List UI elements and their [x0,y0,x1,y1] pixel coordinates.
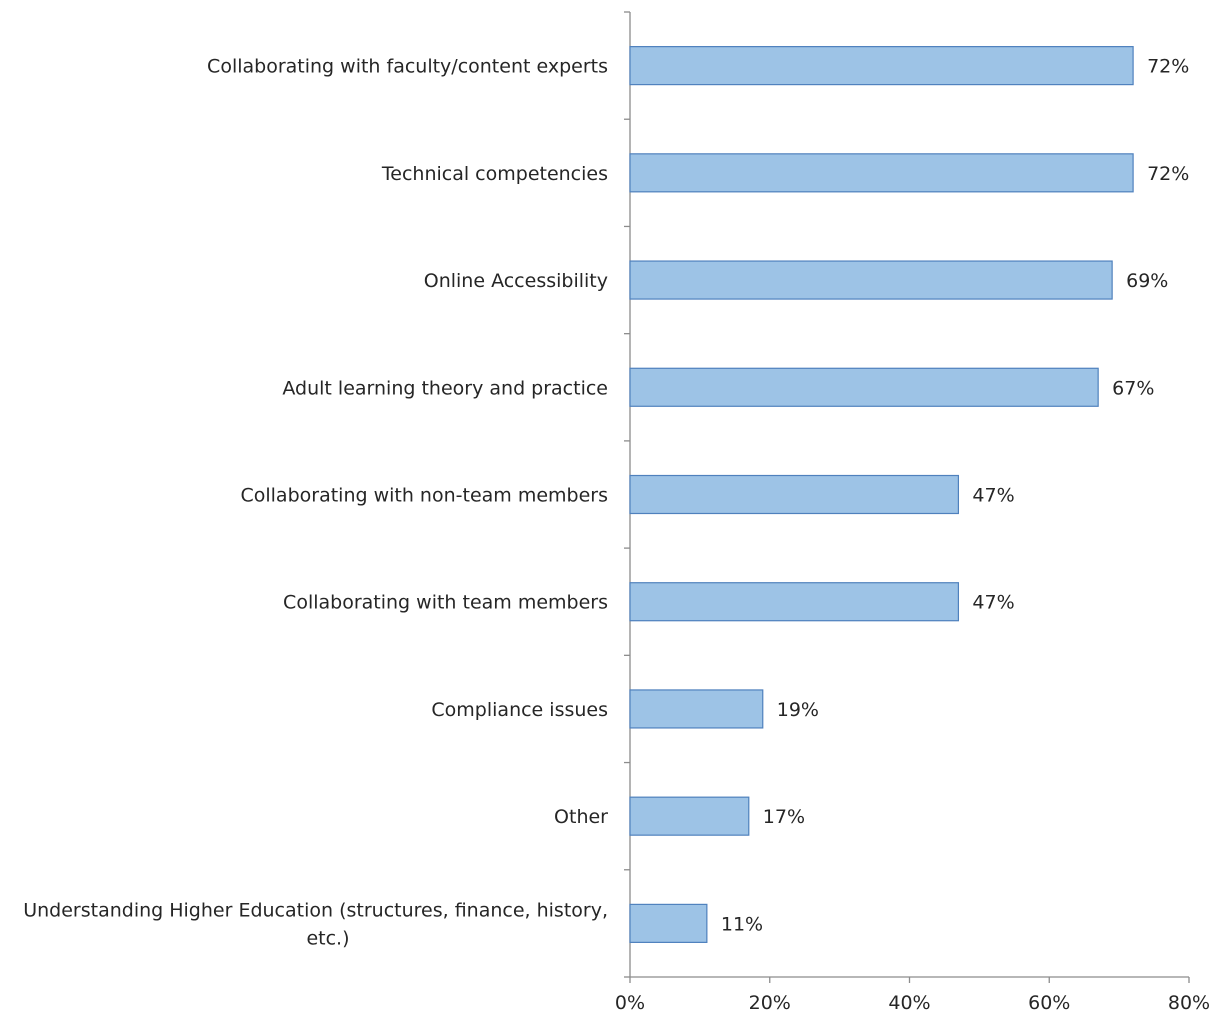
bar [629,367,1099,407]
x-tick-label: 40% [888,992,930,1014]
bar [629,582,960,622]
category-label: Collaborating with non-team members [240,485,608,507]
bar [629,796,750,836]
bar [629,474,960,515]
data-label: 72% [1147,56,1189,78]
data-label: 19% [777,699,819,721]
x-tick-label: 0% [615,992,645,1014]
bar [629,689,764,729]
data-label: 47% [972,592,1014,614]
category-label: Other [554,806,608,828]
bar [629,260,1113,300]
category-label: Understanding Higher Education (structur… [23,899,608,921]
x-tick-label: 60% [1028,992,1070,1014]
data-label: 47% [972,485,1014,507]
category-label: Adult learning theory and practice [282,377,608,399]
data-label: 72% [1147,163,1189,185]
bar [629,46,1134,86]
category-label: Collaborating with faculty/content exper… [207,56,608,78]
category-label: Compliance issues [431,699,608,721]
data-label: 17% [763,806,805,828]
category-label: etc.) [306,927,349,949]
x-tick-label: 20% [749,992,791,1014]
data-label: 11% [721,913,763,935]
category-label: Collaborating with team members [283,592,608,614]
x-tick-label: 80% [1168,992,1210,1014]
bar [629,153,1134,193]
category-label: Online Accessibility [424,270,608,292]
data-label: 69% [1126,270,1168,292]
data-label: 67% [1112,377,1154,399]
category-label: Technical competencies [381,163,608,185]
bar [629,903,708,943]
